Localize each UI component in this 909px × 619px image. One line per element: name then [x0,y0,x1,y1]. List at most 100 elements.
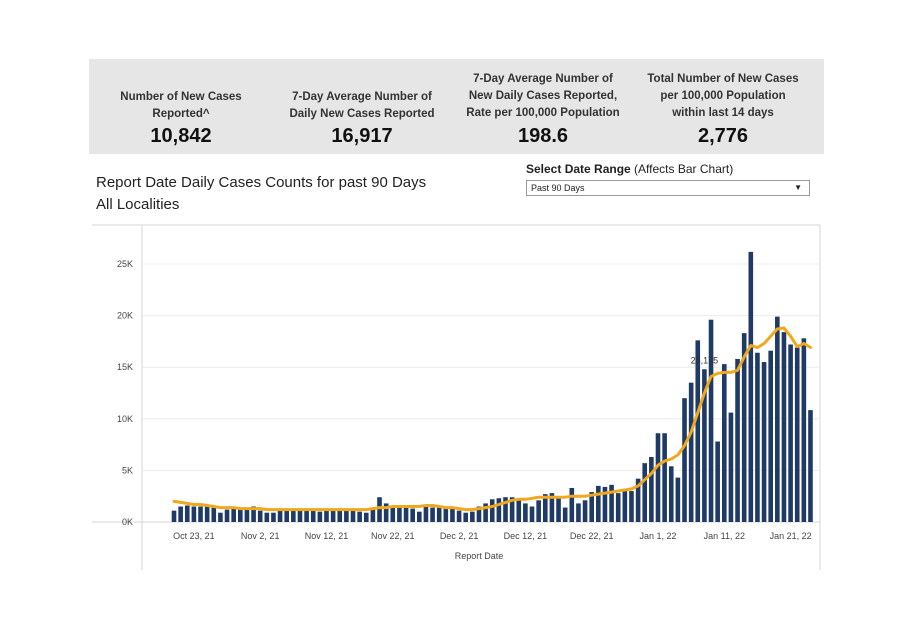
bar [410,508,415,522]
bar [556,497,561,522]
date-range-selected: Past 90 Days [531,183,585,193]
bar [324,509,329,522]
bar [569,487,575,522]
bar [450,508,455,522]
bar [509,497,515,522]
bar [496,498,502,522]
kpi-7day-rate: 7-Day Average Number of New Daily Cases … [462,59,624,154]
date-range-label-rest: (Affects Bar Chart) [630,162,734,176]
bar [808,410,813,522]
bar [582,500,588,522]
kpi-label-line: New Daily Cases Reported, [468,90,618,102]
bar [470,511,475,522]
bar [297,510,303,522]
bar [344,508,349,522]
bar [735,358,740,522]
bar [310,510,316,522]
bar [377,497,382,522]
chevron-down-icon[interactable]: ▼ [794,183,802,192]
bar [695,340,701,522]
kpi-value: 16,917 [331,125,393,147]
kpi-7day-average: 7-Day Average Number of Daily New Cases … [282,59,442,154]
date-range-select[interactable]: Past 90 Days ▼ [526,180,810,196]
bar [211,507,217,522]
bar [542,494,548,522]
kpi-value: 198.6 [517,125,569,147]
bar [204,506,210,522]
bar [642,463,648,522]
chart-title-line1: Report Date Daily Cases Counts for past … [96,174,427,191]
kpi-value: 2,776 [697,125,749,147]
x-tick-label: Dec 12, 21 [504,531,548,541]
bar [456,510,462,522]
bar [423,505,429,522]
x-tick-label: Oct 23, 21 [173,531,215,541]
bar [788,344,793,522]
bar [549,493,555,522]
bar [622,490,628,522]
bar [662,433,667,522]
bar [397,507,402,522]
bar [350,510,356,522]
bar [609,484,614,522]
bar [178,506,183,522]
bar [171,510,177,522]
bar [702,369,707,522]
date-range-label: Select Date Range (Affects Bar Chart) [526,162,733,176]
bar [383,503,389,522]
bar [775,316,780,522]
bar [688,382,694,522]
bar [224,509,230,522]
x-tick-label: Jan 1, 22 [639,531,676,541]
bar [755,352,760,522]
bar [562,507,568,522]
kpi-14day-total: Total Number of New Cases per 100,000 Po… [643,59,803,154]
kpi-label-line: Rate per 100,000 Population [466,107,620,119]
x-tick-label: Jan 21, 22 [770,531,812,541]
kpi-label-line: per 100,000 Population [660,90,786,102]
date-range-label-bold: Select Date Range [526,162,631,176]
kpi-label-line: Total Number of New Cases [647,73,799,85]
bar [264,512,270,522]
y-tick-label: 25K [117,259,133,269]
kpi-label-line: Number of New Cases [120,91,242,103]
kpi-label-line: Daily New Cases Reported [289,108,435,120]
bar [257,510,263,522]
bar [363,512,369,522]
bar [801,338,807,522]
kpi-new-cases: Number of New Cases Reported^ 10,842 [101,59,261,154]
bar [602,486,608,522]
y-tick-label: 20K [117,311,133,321]
bar [357,511,362,522]
bar [291,509,296,522]
bar [443,507,449,522]
bar [403,506,409,522]
y-tick-label: 10K [117,414,133,424]
x-tick-label: Dec 2, 21 [440,531,479,541]
kpi-label-line: 7-Day Average Number of [473,73,613,85]
bar [629,491,634,522]
bar [708,319,714,522]
kpi-label-line: 7-Day Average Number of [292,91,432,103]
bar [529,506,535,522]
bar [284,509,290,522]
bar [523,503,528,522]
x-tick-label: Dec 22, 21 [570,531,614,541]
x-tick-label: Jan 11, 22 [704,531,745,541]
bar [589,492,594,522]
bar [516,500,522,522]
bar [271,512,276,522]
bar [277,509,283,522]
bar [430,507,435,522]
bar [244,507,250,522]
bar [337,509,343,522]
bar [218,512,223,522]
bar [191,506,197,522]
bar [436,506,442,522]
bar [794,347,800,522]
x-tick-label: Nov 12, 21 [305,531,349,541]
bar [184,505,190,522]
bar [728,412,734,522]
bar [304,509,309,522]
